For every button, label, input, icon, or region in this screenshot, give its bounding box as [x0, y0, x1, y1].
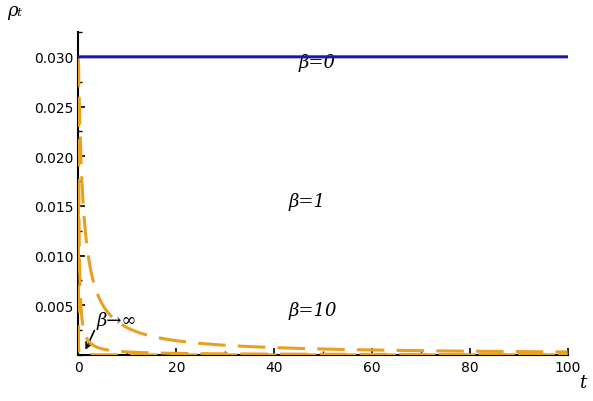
Text: β→∞: β→∞: [97, 311, 138, 329]
Text: β=10: β=10: [289, 302, 337, 319]
Y-axis label: ρₜ: ρₜ: [7, 2, 23, 20]
Text: β=1: β=1: [289, 192, 326, 211]
X-axis label: t: t: [579, 373, 586, 391]
Text: β=0: β=0: [298, 54, 336, 72]
